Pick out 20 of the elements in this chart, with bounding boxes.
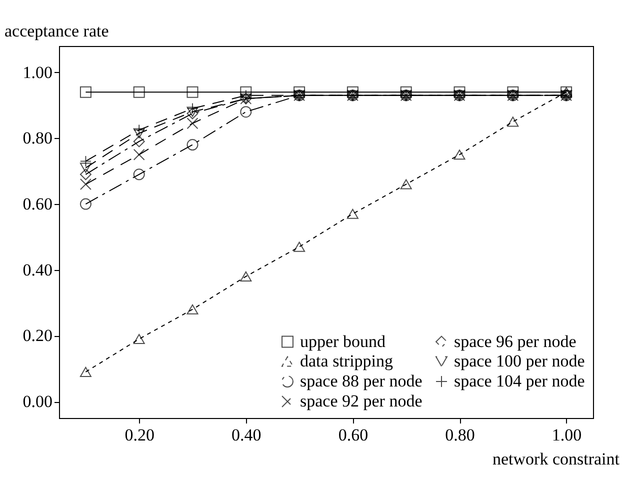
legend-label: space 100 per node	[454, 352, 585, 370]
y-tick-label: 0.00	[22, 392, 52, 412]
y-tick-label: 0.80	[22, 128, 52, 148]
x-tick-label: 0.20	[124, 426, 154, 444]
legend-label: upper bound	[300, 332, 386, 351]
y-tick-label: 0.20	[22, 326, 52, 346]
y-tick-label: 0.60	[22, 194, 52, 214]
y-axis-title: acceptance rate	[4, 22, 109, 40]
legend-label: space 96 per node	[454, 332, 576, 351]
x-axis-title: network constraint	[492, 450, 620, 468]
x-tick-label: 0.40	[232, 426, 262, 444]
legend-label: space 88 per node	[300, 372, 422, 390]
legend-label: space 92 per node	[300, 392, 422, 410]
y-tick-label: 1.00	[22, 62, 52, 82]
legend-label: data stripping	[300, 352, 394, 370]
y-tick-label: 0.40	[22, 260, 52, 280]
legend-label: space 104 per node	[454, 372, 585, 390]
x-tick-label: 0.60	[338, 426, 368, 444]
x-tick-label: 1.00	[552, 426, 582, 444]
x-tick-label: 0.80	[445, 426, 475, 444]
